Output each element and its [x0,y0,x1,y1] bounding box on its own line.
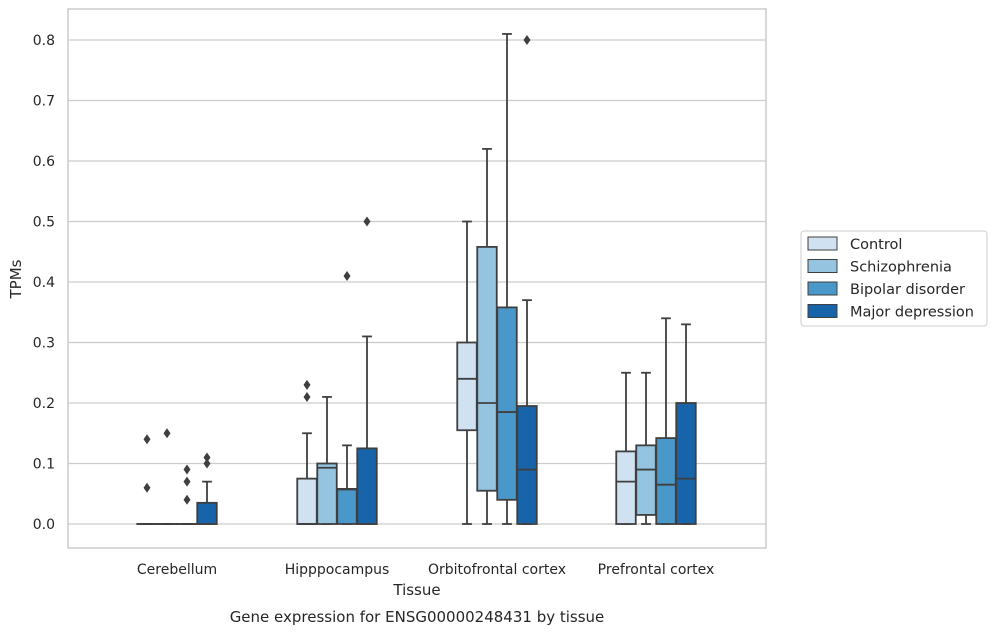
box-2-3 [516,35,538,525]
box-body [336,488,358,525]
outlier-point [363,216,371,227]
x-tick-label: Hipppocampus [285,562,390,578]
outlier-point [303,379,311,390]
outlier-point [143,482,151,493]
chart-caption: Gene expression for ENSG00000248431 by t… [230,608,605,626]
outlier-point [163,428,171,439]
outlier-point [183,494,191,505]
outlier-point [343,270,351,281]
outlier-point [183,476,191,487]
outlier-point [523,35,531,45]
x-tick-labels: Cerebellum Hipppocampus Orbitofrontal cort… [137,562,714,578]
y-tick-label: 0.8 [33,33,55,49]
legend-swatch [807,281,838,296]
y-tick-label: 0.1 [33,457,55,473]
legend-label: Bipolar disorder [850,282,965,298]
box-body [296,477,318,525]
y-tick-label: 0.3 [33,336,55,352]
x-tick-label: Orbitofrontal cortex [428,562,566,578]
legend-swatch [807,304,838,318]
outlier-point [183,464,191,475]
box-0-2 [176,464,198,525]
box-body [196,501,218,525]
box-body [456,341,478,432]
y-tick-label: 0.7 [33,94,55,110]
box-1-0 [296,379,318,525]
box-3-1 [635,371,657,525]
outlier-point [203,452,211,463]
box-body [496,306,518,501]
box-2-1 [476,147,498,525]
box-body [356,447,378,525]
box-body [615,450,637,525]
box-1-1 [316,396,338,525]
outlier-point [143,434,151,445]
box-0-1 [156,428,178,525]
x-tick-label: Cerebellum [137,562,217,578]
legend-label: Schizophrenia [850,260,952,276]
y-tick-label: 0.5 [33,215,55,231]
x-tick-label: Prefrontal cortex [598,562,715,578]
box-body [316,462,338,525]
y-tick-label: 0.6 [33,154,55,170]
box-body [516,405,538,525]
legend-swatch [807,259,838,273]
box-2-0 [456,220,478,525]
box-1-3 [356,216,378,525]
box-body [635,444,657,516]
legend-label: Control [850,237,902,253]
box-3-2 [655,317,677,525]
y-tick-label: 0.4 [33,275,55,291]
outlier-point [303,391,311,402]
box-body [476,246,498,492]
y-tick-labels: 0.0 0.1 0.2 0.3 0.4 0.5 0.6 0.7 0.8 [33,33,55,533]
box-3-3 [675,323,697,525]
boxes [136,33,697,525]
grid-lines [68,39,766,525]
y-axis-label: TPMs [7,259,25,299]
x-axis-label: Tissue [392,581,440,599]
box-0-0 [136,434,158,525]
plot-frame [67,8,767,549]
box-body [655,437,677,525]
box-3-0 [615,371,637,525]
legend-swatch [807,236,838,251]
box-2-2 [496,33,518,525]
legend-frame [800,230,988,327]
box-0-3 [196,452,218,525]
outlier-point [203,458,211,469]
legend: Control Schizophrenia Bipolar disorder Majo… [800,230,988,327]
legend-label: Major depression [850,305,974,321]
y-tick-label: 0.2 [33,396,55,412]
box-1-2 [336,270,358,525]
y-tick-label: 0.0 [33,517,55,533]
box-body [675,402,697,525]
